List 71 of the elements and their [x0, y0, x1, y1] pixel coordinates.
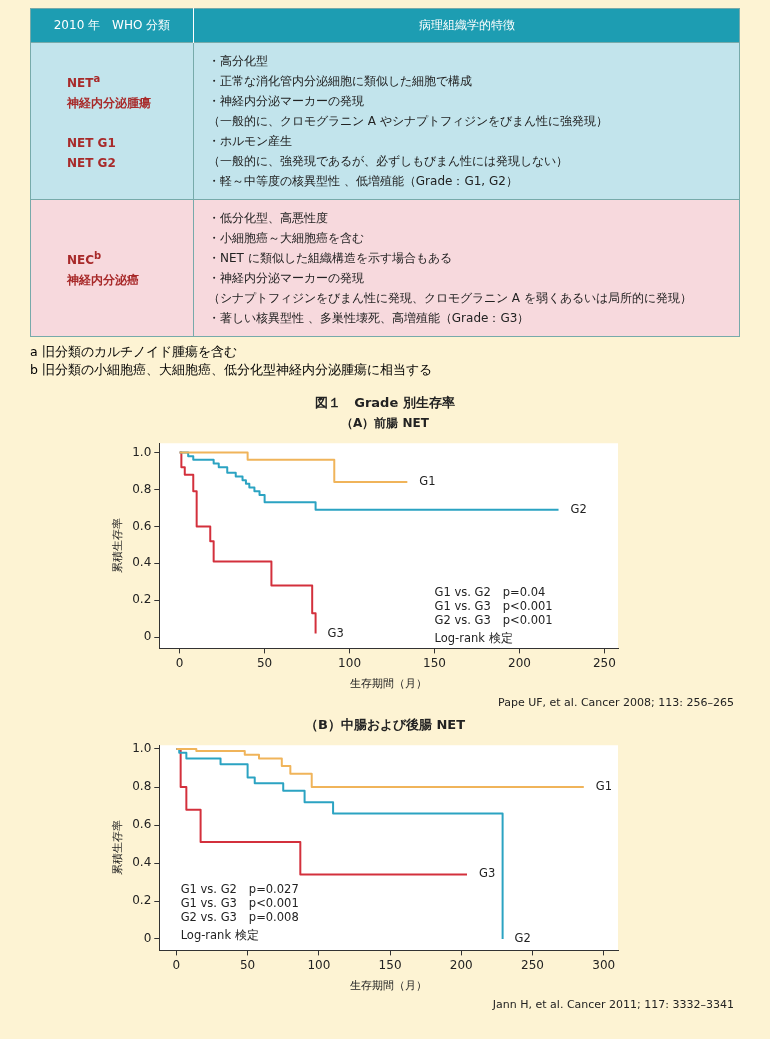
text: 神経内分泌癌 — [67, 272, 140, 289]
y-tick-label: 0.8 — [132, 779, 152, 794]
annotation: G2 vs. G3 p<0.001 — [434, 612, 553, 627]
text: NEC$^{b}$ — [67, 249, 103, 269]
x-tick-label: 250 — [592, 655, 616, 670]
y-tick-label: 0.2 — [132, 592, 152, 607]
x-tick-label: 50 — [256, 655, 273, 670]
y-tick-label: 0 — [143, 629, 152, 644]
series-label: G3 — [327, 625, 344, 640]
x-tick-label: 150 — [378, 957, 402, 972]
y-tick-label: 0 — [143, 931, 152, 946]
text: ・ホルモン産生 — [208, 133, 293, 150]
y-axis-title: 累積生存率 — [111, 820, 125, 876]
text: ・軽～中等度の核異型性 、低増殖能（Grade：G1, G2） — [208, 173, 519, 190]
text: ・高分化型 — [208, 53, 269, 70]
text: （一般的に、強発現であるが、必ずしもびまん性には発現しない） — [208, 153, 569, 170]
x-tick-label: 200 — [449, 957, 473, 972]
y-tick-label: 1.0 — [132, 741, 152, 756]
annotation: G1 vs. G3 p<0.001 — [180, 895, 299, 910]
x-tick-label: 300 — [592, 957, 616, 972]
series-label: G1 — [419, 474, 436, 489]
x-axis-title: 生存期間（月） — [350, 677, 428, 691]
x-tick-label: 250 — [521, 957, 544, 972]
text: ・NET に類似した組織構造を示す場合もある — [208, 250, 453, 267]
y-tick-label: 0.4 — [132, 555, 152, 570]
series-label: G2 — [514, 930, 531, 945]
series-label: G1 — [595, 778, 613, 793]
text: ・神経内分泌マーカーの発現 — [208, 270, 365, 287]
x-tick-label: 200 — [508, 655, 531, 670]
x-tick-label: 50 — [239, 957, 256, 972]
y-tick-label: 0.8 — [132, 481, 152, 496]
y-axis-title: 累積生存率 — [111, 518, 125, 574]
text: NET$^{a}$ — [67, 72, 102, 92]
series-label: G2 — [570, 501, 587, 516]
x-tick-label: 100 — [307, 957, 331, 972]
text: NET G1 — [67, 135, 117, 152]
text: ・小細胞癌～大細胞癌を含む — [208, 230, 365, 247]
text: （シナプトフィジンをびまん性に発現、クロモグラニン A を弱くあるいは局所的に発現） — [208, 290, 693, 307]
annotation: Log-rank 検定 — [180, 927, 259, 942]
text: NET G2 — [67, 155, 117, 172]
x-tick-label: 100 — [338, 655, 362, 670]
chart-subtitle: （A）前腸 NET — [340, 415, 430, 432]
text: ・低分化型、高悪性度 — [208, 210, 329, 227]
text: ・神経内分泌マーカーの発現 — [208, 93, 365, 110]
annotation: G1 vs. G2 p=0.04 — [434, 584, 546, 599]
series-label: G3 — [478, 866, 496, 881]
text: Jann H, et al. Cancer 2011; 117: 3332–3341 — [491, 997, 735, 1013]
x-tick-label: 0 — [172, 957, 181, 972]
x-tick-label: 0 — [175, 655, 184, 670]
annotation: Log-rank 検定 — [434, 630, 513, 645]
chart-title: 図１ Grade 別生存率 — [314, 394, 456, 412]
text: ・著しい核異型性 、多巣性壊死、高増殖能（Grade：G3） — [208, 310, 531, 327]
text: a 旧分類のカルチノイド腫瘍を含む — [30, 343, 238, 361]
text: （一般的に、クロモグラニン A やシナプトフィジンをびまん性に強発現） — [208, 113, 609, 130]
text: 2010 年 WHO 分類 — [30, 8, 194, 43]
y-tick-label: 0.6 — [132, 518, 152, 533]
chart-title: （B）中腸および後腸 NET — [303, 716, 467, 734]
y-tick-label: 0.2 — [132, 893, 152, 908]
text: b 旧分類の小細胞癌、大細胞癌、低分化型神経内分泌腫瘍に相当する — [30, 361, 433, 379]
y-tick-label: 0.4 — [132, 855, 152, 870]
annotation: G2 vs. G3 p=0.008 — [180, 909, 299, 924]
annotation: G1 vs. G2 p=0.027 — [180, 881, 299, 896]
text: 神経内分泌腫瘍 — [67, 95, 152, 112]
text: 病理組織学的特徴 — [417, 17, 516, 34]
text: Pape UF, et al. Cancer 2008; 113: 256–265 — [497, 695, 735, 711]
annotation: G1 vs. G3 p<0.001 — [434, 598, 553, 613]
y-tick-label: 1.0 — [132, 444, 152, 459]
x-axis-title: 生存期間（月） — [350, 979, 428, 993]
y-tick-label: 0.6 — [132, 817, 152, 832]
text: ・正常な消化管内分泌細胞に類似した細胞で構成 — [208, 73, 473, 90]
x-tick-label: 150 — [423, 655, 446, 670]
